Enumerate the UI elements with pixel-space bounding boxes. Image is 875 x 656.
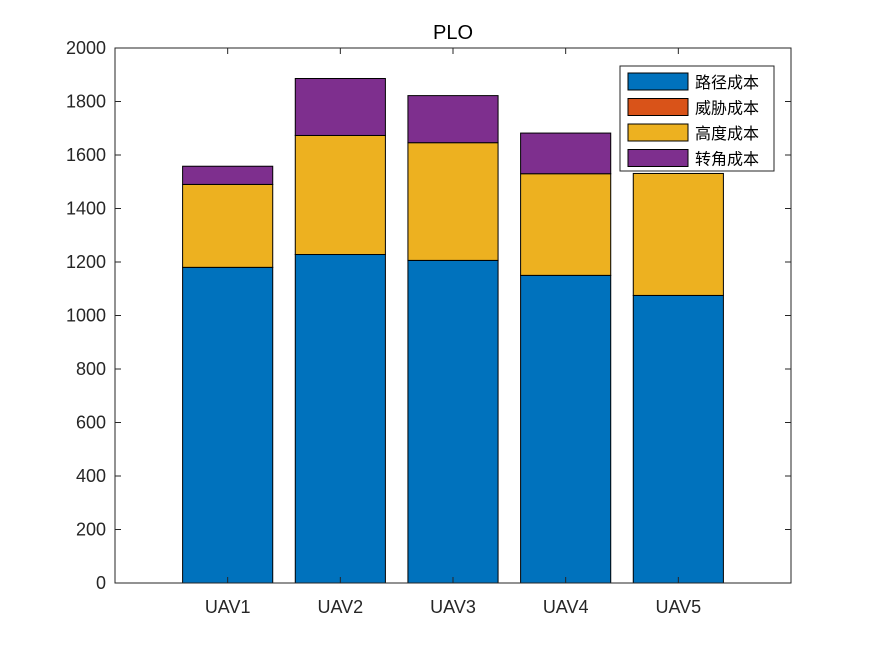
bar-segment-uav4-series-3 [520, 173, 612, 276]
bar-segment-uav5-series-3 [632, 172, 724, 296]
legend-label: 高度成本 [695, 124, 759, 143]
y-tick-label: 0 [96, 573, 106, 593]
y-tick-label: 400 [76, 466, 106, 486]
y-tick-label: 600 [76, 413, 106, 433]
bar-segment-uav2-series-4 [294, 77, 386, 136]
bar-segment-uav4-series-4 [520, 132, 612, 175]
y-tick-label: 1800 [66, 92, 106, 112]
legend-swatch [627, 98, 689, 116]
bar-segment-uav3-series-3 [407, 142, 499, 261]
chart-title: PLO [433, 22, 473, 44]
bar-segment-uav2-series-3 [294, 134, 386, 256]
legend-label: 转角成本 [695, 150, 759, 169]
bar-segment-uav1-series-1 [182, 266, 274, 584]
x-tick-label: UAV3 [430, 597, 476, 617]
bar-segment-uav3-series-4 [407, 95, 499, 144]
legend-swatch [627, 72, 689, 91]
x-tick-label: UAV1 [205, 597, 251, 617]
legend-swatch [627, 149, 689, 167]
y-tick-label: 800 [76, 359, 106, 379]
x-tick-label: UAV4 [543, 597, 589, 617]
bar-segment-uav1-series-3 [182, 183, 274, 268]
y-tick-label: 200 [76, 520, 106, 540]
legend-label: 路径成本 [695, 73, 759, 92]
legend-label: 威胁成本 [695, 99, 759, 118]
y-tick-label: 2000 [66, 38, 106, 58]
bar-segment-uav3-series-1 [407, 259, 499, 584]
bar-segment-uav4-series-1 [520, 274, 612, 584]
x-tick-label: UAV5 [655, 597, 701, 617]
bar-segment-uav2-series-1 [294, 254, 386, 584]
bar-segment-uav5-series-1 [632, 294, 724, 584]
bar-segment-uav1-series-4 [182, 165, 274, 185]
y-tick-label: 1000 [66, 306, 106, 326]
x-tick-label: UAV2 [317, 597, 363, 617]
y-tick-label: 1400 [66, 199, 106, 219]
y-tick-label: 1600 [66, 145, 106, 165]
legend-swatch [627, 123, 689, 142]
y-tick-label: 1200 [66, 252, 106, 272]
